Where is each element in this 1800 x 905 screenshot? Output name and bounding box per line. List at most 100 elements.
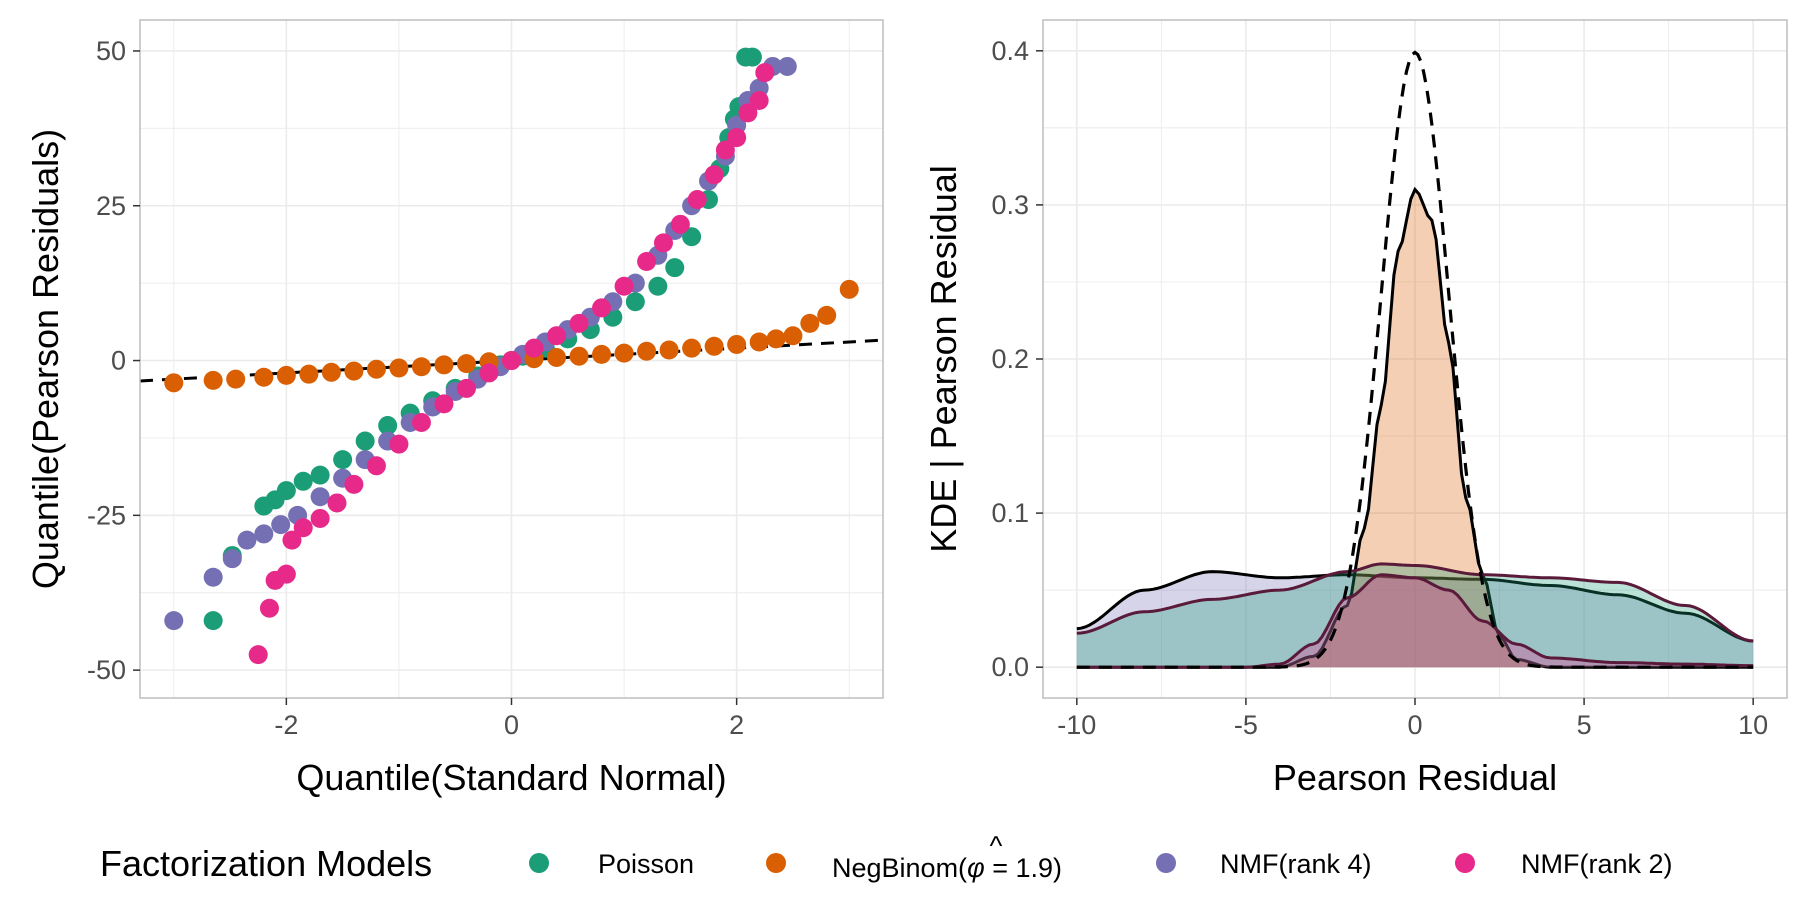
legend-key-poisson [529,853,549,873]
kde-area-poisson [1076,563,1754,668]
legend-key-nmf2 [1455,853,1475,873]
point-negbinom [276,365,296,385]
qq-plot-gridlines [140,20,883,698]
point-negbinom [704,336,724,356]
kde-plot-areas [1076,186,1754,669]
qq-plot-panel: -2 0 2 -50 -25 0 25 50 Quantile(Standard Norma… [25,19,884,798]
point-nmf2 [653,233,673,253]
point-negbinom [569,346,589,366]
qq-plot-y-ticks: -50 -25 0 25 50 [87,36,140,685]
point-negbinom [749,332,769,352]
point-nmf4 [777,56,797,76]
point-nmf2 [755,63,775,83]
point-nmf4 [310,487,330,507]
x-tick-label: 10 [1738,710,1768,740]
point-negbinom [411,357,431,377]
point-nmf2 [569,313,589,333]
y-tick-label: -50 [87,655,126,685]
point-poisson [293,471,313,491]
point-nmf4 [254,524,274,544]
x-tick-label: -10 [1057,710,1096,740]
y-tick-label: 0.0 [991,652,1029,682]
point-nmf2 [614,276,634,296]
legend-label-nmf2: NMF(rank 2) [1521,849,1673,879]
y-tick-label: 0 [111,346,126,376]
point-nmf2 [293,518,313,538]
point-nmf2 [670,214,690,234]
point-poisson [742,47,762,67]
kde-area-nmf2 [1076,574,1754,668]
qq-plot-x-ticks: -2 0 2 [274,698,744,740]
point-nmf2 [524,338,544,358]
kde-plot-reference-density [1076,50,1754,669]
point-poisson [378,416,398,436]
point-negbinom [592,344,612,364]
point-negbinom [203,370,223,390]
point-nmf2 [637,251,657,271]
point-nmf2 [502,351,521,371]
legend-label-negbinom-suffix: = 1.9) [985,853,1062,883]
point-negbinom [800,313,820,333]
point-negbinom [766,329,786,349]
point-nmf2 [366,456,386,476]
point-nmf4 [222,549,242,569]
legend-label-negbinom-symbol: φ [967,853,985,883]
point-nmf2 [592,298,612,318]
point-nmf2 [547,326,567,346]
point-poisson [333,450,353,470]
kde-plot-x-axis-title: Pearson Residual [1273,757,1557,798]
point-poisson [355,431,375,451]
point-nmf4 [164,611,184,631]
point-nmf4 [203,567,223,587]
point-poisson [648,276,668,296]
point-nmf2 [456,378,476,398]
legend-label-negbinom-hat: ^ [990,831,1003,861]
kde-plot-x-ticks: -10 -5 0 5 10 [1057,698,1768,740]
point-poisson [310,465,330,485]
y-tick-label: 0.4 [991,36,1029,66]
point-nmf2 [727,128,747,148]
series-nmf2 [248,63,775,665]
point-negbinom [727,334,747,354]
point-negbinom [254,367,274,387]
point-poisson [203,611,223,631]
kde-area-negbinom [1076,189,1754,668]
point-negbinom [226,369,246,389]
point-nmf2 [276,564,296,584]
point-negbinom [456,354,476,374]
legend-label-poisson: Poisson [598,849,694,879]
point-nmf2 [738,103,758,123]
x-tick-label: 0 [504,710,519,740]
point-nmf2 [259,598,279,618]
point-negbinom [637,341,657,361]
x-tick-label: 2 [729,710,744,740]
kde-plot-y-ticks: 0.0 0.1 0.2 0.3 0.4 [991,36,1043,682]
x-tick-label: 0 [1407,710,1422,740]
point-nmf2 [327,493,347,513]
y-tick-label: -25 [87,500,126,530]
point-nmf2 [749,90,769,110]
legend-key-nmf4 [1156,853,1176,873]
point-negbinom [366,359,386,379]
point-nmf2 [248,645,268,665]
kde-plot-y-axis-title: KDE | Pearson Residual [923,165,964,553]
x-tick-label: 5 [1577,710,1592,740]
point-poisson [276,481,296,501]
point-negbinom [839,279,859,299]
qq-plot-points [164,47,859,665]
qq-plot-x-axis-title: Quantile(Standard Normal) [296,757,726,798]
point-negbinom [434,355,454,375]
y-tick-label: 0.1 [991,498,1029,528]
point-nmf2 [704,165,724,185]
point-nmf2 [389,434,409,454]
point-negbinom [321,362,341,382]
legend-label-negbinom: NegBinom(φ = 1.9) [832,853,1062,883]
point-nmf2 [411,412,431,432]
point-negbinom [164,373,184,393]
qq-plot-y-axis-title: Quantile(Pearson Residuals) [25,129,66,589]
point-nmf2 [434,394,454,414]
legend: Factorization Models Poisson NegBinom(φ … [100,831,1673,884]
point-negbinom [547,347,567,367]
x-tick-label: -5 [1234,710,1258,740]
